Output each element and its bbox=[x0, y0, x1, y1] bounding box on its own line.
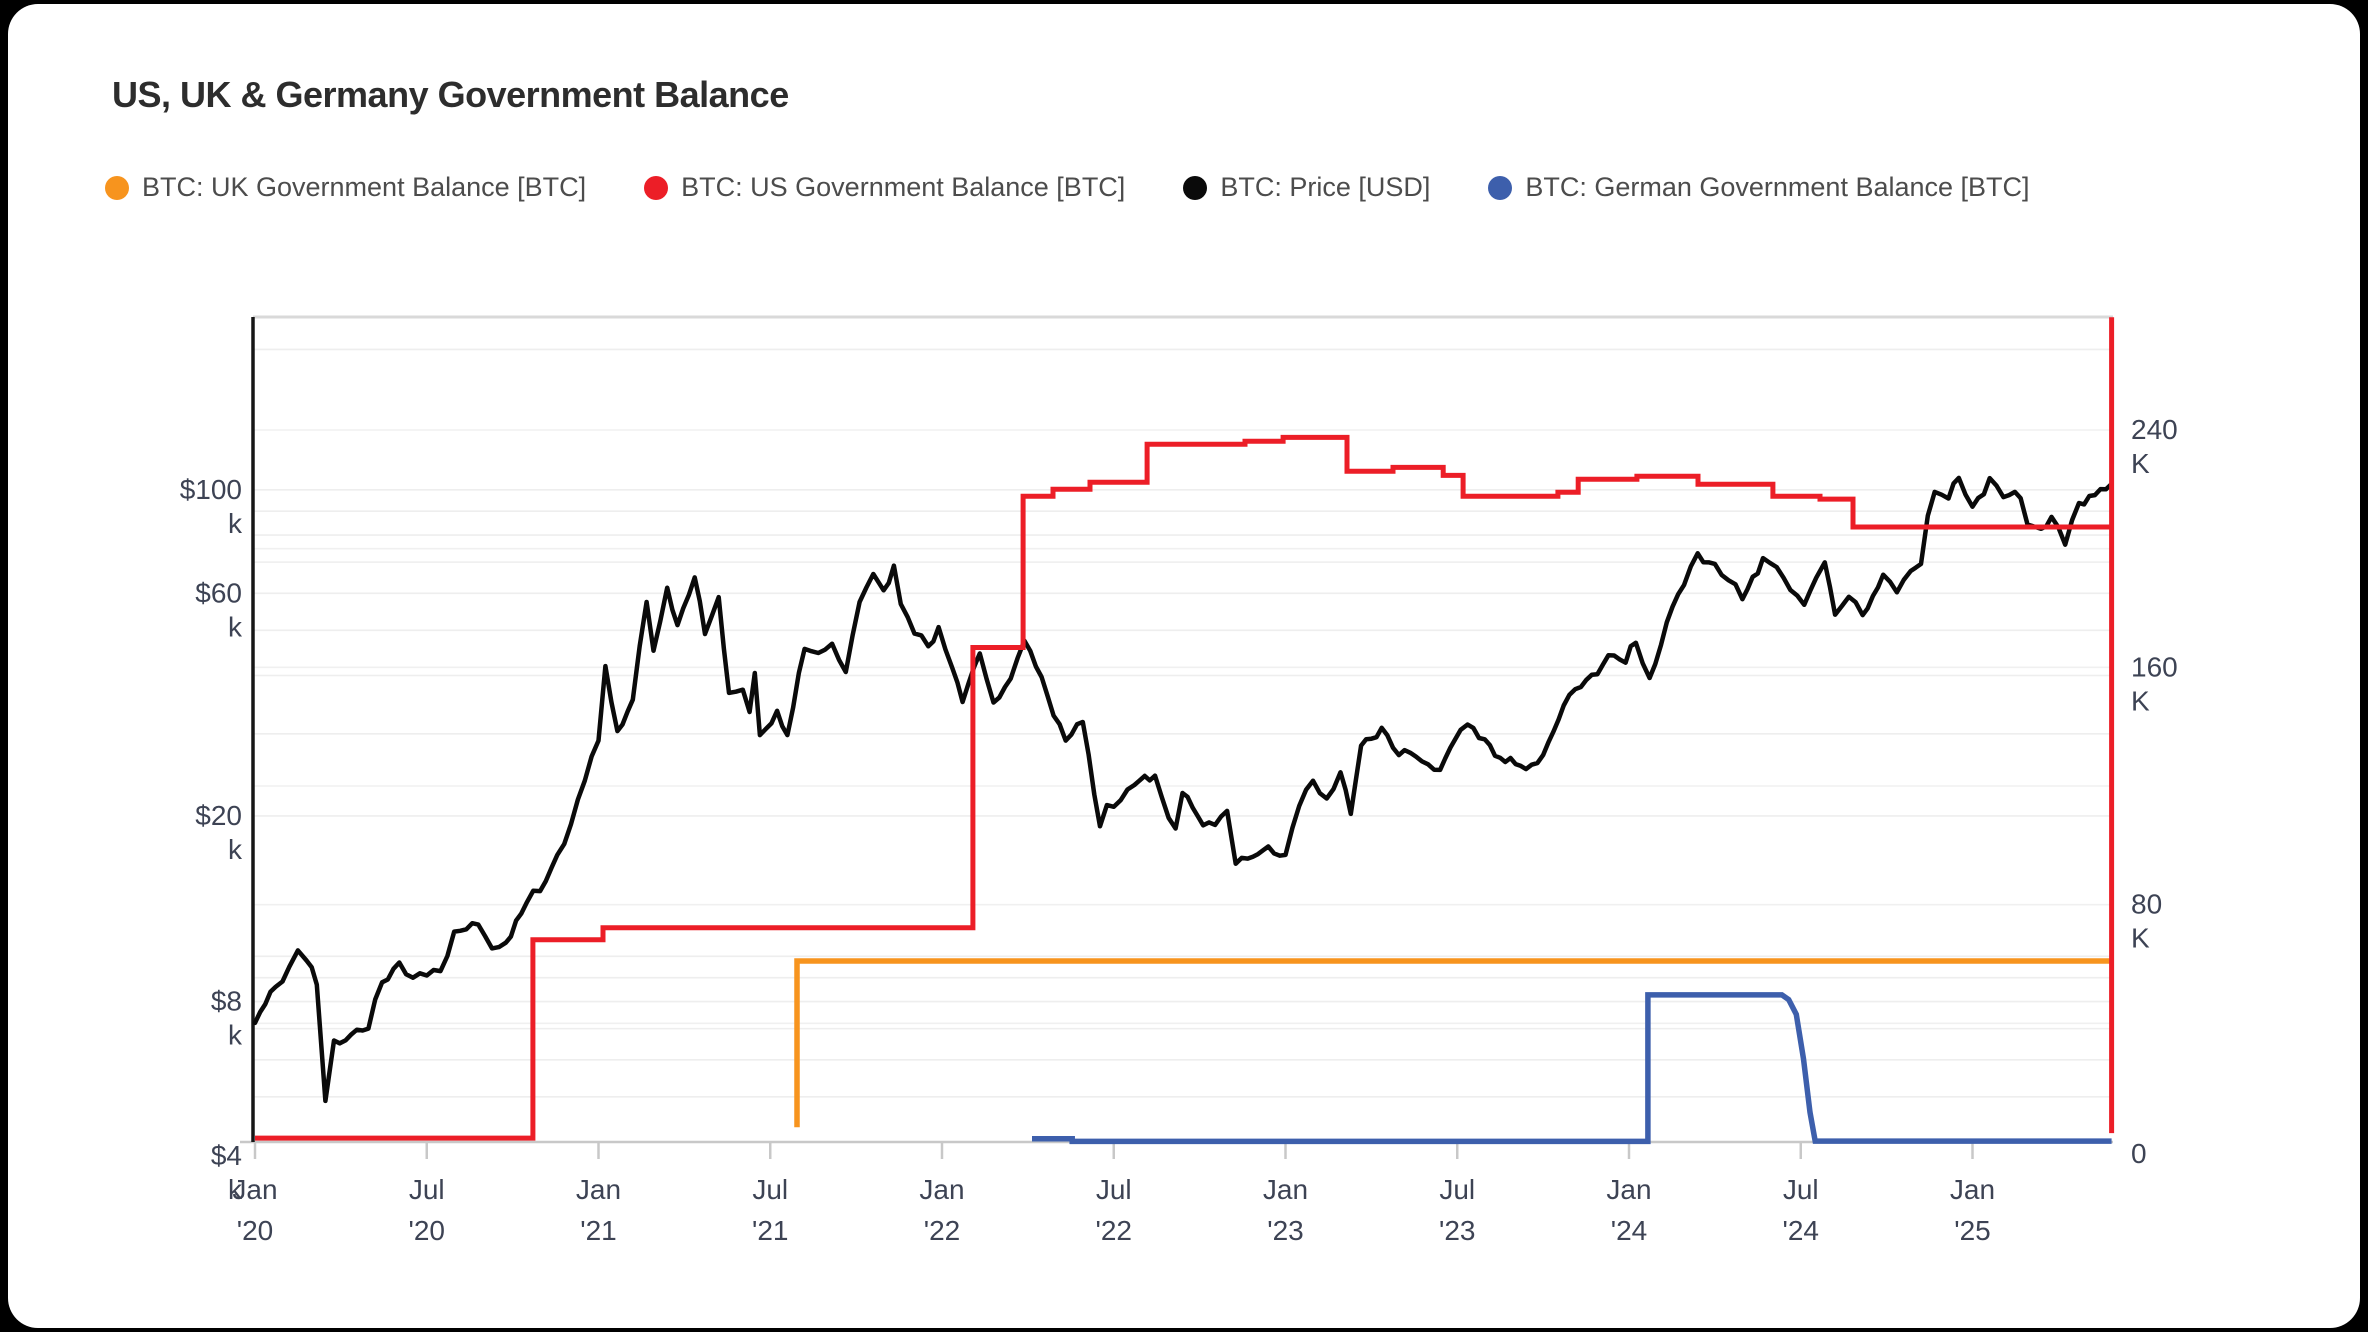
y-right-tick-label: 0 bbox=[2131, 1138, 2147, 1169]
x-tick-label: Jan bbox=[1263, 1174, 1308, 1205]
legend-item-german-balance[interactable]: BTC: German Government Balance [BTC] bbox=[1488, 172, 2030, 203]
x-tick-label: Jul bbox=[409, 1174, 445, 1205]
chart-card bbox=[8, 4, 2360, 1328]
x-tick-label: Jan bbox=[576, 1174, 621, 1205]
x-tick-label: Jul bbox=[1783, 1174, 1819, 1205]
legend-item-us-balance[interactable]: BTC: US Government Balance [BTC] bbox=[644, 172, 1125, 203]
y-left-tick-label: $20 bbox=[195, 800, 242, 831]
x-tick-label-year: '21 bbox=[752, 1215, 789, 1246]
series-us-balance-line bbox=[255, 317, 2115, 1141]
x-tick-label: Jan bbox=[232, 1174, 277, 1205]
y-left-tick-label: $4 bbox=[211, 1140, 242, 1171]
y-right-tick-label: 240 bbox=[2131, 414, 2178, 445]
x-tick-label: Jan bbox=[919, 1174, 964, 1205]
legend-label-us: BTC: US Government Balance [BTC] bbox=[681, 172, 1126, 202]
x-tick-label: Jul bbox=[752, 1174, 788, 1205]
series-uk-balance-line bbox=[794, 958, 2112, 1128]
x-tick-label-year: '23 bbox=[1439, 1215, 1476, 1246]
chart-title: US, UK & Germany Government Balance bbox=[112, 74, 789, 115]
legend-item-uk-balance[interactable]: BTC: UK Government Balance [BTC] bbox=[105, 172, 586, 203]
german-series-dot-icon bbox=[1488, 175, 1513, 200]
uk-series-dot-icon bbox=[105, 175, 129, 200]
x-tick-label-year: '20 bbox=[237, 1215, 274, 1246]
legend-label-price: BTC: Price [USD] bbox=[1220, 172, 1431, 202]
legend-item-price[interactable]: BTC: Price [USD] bbox=[1183, 172, 1430, 203]
y-left-tick-label: $8 bbox=[211, 986, 242, 1017]
y-right-tick-label: 160 bbox=[2131, 651, 2178, 682]
x-tick-label: Jul bbox=[1096, 1174, 1132, 1205]
x-tick-label: Jan bbox=[1950, 1174, 1995, 1205]
y-right-tick-unit: K bbox=[2131, 685, 2150, 716]
price-series-dot-icon bbox=[1183, 175, 1208, 200]
x-tick-label-year: '22 bbox=[1096, 1215, 1133, 1246]
y-left-tick-unit: k bbox=[228, 508, 243, 539]
y-left-tick-unit: k bbox=[228, 1020, 243, 1051]
series-price-line bbox=[252, 475, 2114, 1104]
x-tick-label: Jan bbox=[1606, 1174, 1651, 1205]
x-tick-label-year: '25 bbox=[1954, 1215, 1991, 1246]
y-left-tick-label: $100 bbox=[180, 474, 242, 505]
y-left-tick-unit: k bbox=[228, 611, 243, 642]
y-right-tick-label: 80 bbox=[2131, 889, 2162, 920]
x-tick-label-year: '24 bbox=[1783, 1215, 1820, 1246]
y-left-tick-unit: k bbox=[228, 1174, 243, 1205]
x-tick-label-year: '20 bbox=[409, 1215, 446, 1246]
y-right-tick-unit: K bbox=[2131, 448, 2150, 479]
x-tick-label-year: '24 bbox=[1611, 1215, 1648, 1246]
x-tick-label-year: '22 bbox=[924, 1215, 961, 1246]
x-tick-label-year: '21 bbox=[580, 1215, 617, 1246]
y-left-tick-label: $60 bbox=[195, 577, 242, 608]
legend-label-uk: BTC: UK Government Balance [BTC] bbox=[142, 172, 587, 202]
legend: BTC: UK Government Balance [BTC] BTC: US… bbox=[105, 172, 2030, 203]
x-tick-label: Jul bbox=[1439, 1174, 1475, 1205]
x-tick-label-year: '23 bbox=[1267, 1215, 1304, 1246]
legend-label-german: BTC: German Government Balance [BTC] bbox=[1525, 172, 2030, 202]
series-german-balance-line bbox=[1032, 992, 2112, 1145]
us-series-dot-icon bbox=[644, 175, 669, 200]
y-left-tick-unit: k bbox=[228, 834, 243, 865]
y-right-tick-unit: K bbox=[2131, 923, 2150, 954]
